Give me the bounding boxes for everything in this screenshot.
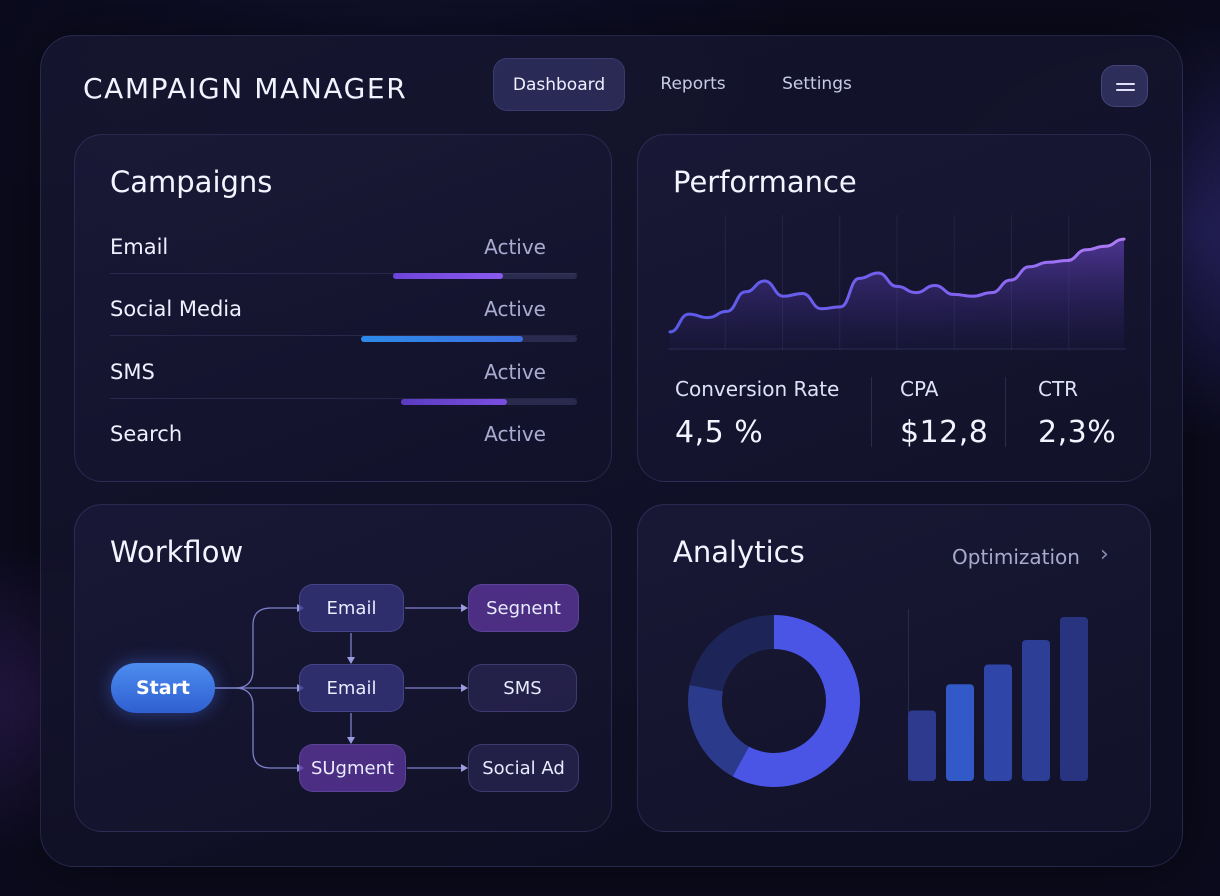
donut-segment-primary: [732, 615, 860, 787]
workflow-node-sms[interactable]: SMS: [468, 664, 577, 712]
metric-ctr: CTR 2,3%: [1038, 377, 1116, 450]
workflow-card: Workflow Sta: [74, 504, 612, 832]
analytics-card: Analytics Optimization ›: [637, 504, 1151, 832]
metric-value: 4,5 %: [675, 415, 764, 450]
metric-cpa: CPA $12,8: [900, 377, 988, 450]
progress-fill-sms: [401, 399, 507, 405]
bar-chart: [908, 617, 1088, 781]
bar-1: [908, 710, 936, 781]
performance-title: Performance: [673, 165, 857, 199]
donut-segment-tertiary: [689, 615, 774, 692]
donut-segment-secondary: [688, 684, 749, 777]
progress-track: [401, 399, 577, 405]
metric-label: CPA: [900, 377, 939, 401]
campaign-status: Active: [484, 422, 546, 446]
analytics-title: Analytics: [673, 535, 805, 569]
metric-value: 2,3%: [1038, 415, 1117, 450]
campaigns-card: Campaigns Email Active Social Media Acti…: [74, 134, 612, 482]
chevron-right-icon[interactable]: ›: [1100, 542, 1109, 567]
hamburger-icon-line: [1116, 89, 1135, 91]
divider: [110, 273, 577, 274]
progress-fill-email: [393, 273, 504, 279]
campaign-name: SMS: [110, 360, 155, 384]
workflow-title: Workflow: [110, 535, 244, 569]
workflow-node-segment[interactable]: SUgment: [299, 744, 406, 792]
divider: [908, 609, 909, 781]
metric-conversion-rate: Conversion Rate 4,5 %: [675, 377, 839, 450]
menu-button[interactable]: [1101, 65, 1148, 107]
performance-area-chart: [668, 215, 1126, 350]
campaign-row-social-media[interactable]: Social Media Active: [110, 297, 577, 337]
divider: [1005, 377, 1006, 447]
bar-2: [946, 684, 974, 781]
app-window: CAMPAIGN MANAGER Dashboard Reports Setti…: [40, 35, 1183, 867]
campaign-status: Active: [484, 297, 546, 321]
divider: [110, 335, 577, 336]
series-line: [668, 237, 1126, 334]
bar-4: [1022, 639, 1050, 781]
bar-3: [984, 664, 1012, 781]
metric-label: Conversion Rate: [675, 377, 840, 401]
progress-track: [393, 273, 577, 279]
workflow-node-social-ad[interactable]: Social Ad: [468, 744, 579, 792]
hamburger-icon: [1116, 83, 1135, 85]
tab-dashboard[interactable]: Dashboard: [493, 58, 625, 111]
donut-chart: [688, 615, 860, 787]
performance-card: Performance Conversion Rate 4,5 %: [637, 134, 1151, 482]
tab-reports[interactable]: Reports: [660, 74, 726, 94]
divider: [110, 398, 577, 399]
campaign-name: Social Media: [110, 297, 243, 321]
progress-fill-social-media: [361, 336, 523, 342]
campaign-row-sms[interactable]: SMS Active: [110, 360, 577, 400]
progress-track: [361, 336, 577, 342]
campaign-name: Email: [110, 235, 169, 259]
tab-settings[interactable]: Settings: [782, 74, 852, 94]
campaign-name: Search: [110, 422, 183, 446]
metric-label: CTR: [1038, 377, 1079, 401]
campaign-row-email[interactable]: Email Active: [110, 235, 577, 275]
workflow-node-email[interactable]: Email: [299, 664, 404, 712]
app-title: CAMPAIGN MANAGER: [83, 72, 408, 105]
workflow-node-email[interactable]: Email: [299, 584, 404, 632]
optimization-link[interactable]: Optimization: [952, 545, 1080, 569]
campaign-row-search[interactable]: Search Active: [110, 422, 577, 462]
start-button[interactable]: Start: [111, 663, 215, 713]
campaign-status: Active: [484, 360, 546, 384]
divider: [871, 377, 872, 447]
campaigns-title: Campaigns: [110, 165, 273, 199]
workflow-node-segment[interactable]: Segnent: [468, 584, 579, 632]
campaign-status: Active: [484, 235, 546, 259]
metric-value: $12,8: [900, 415, 989, 450]
area-fill: [670, 239, 1124, 350]
bar-5: [1060, 617, 1088, 781]
